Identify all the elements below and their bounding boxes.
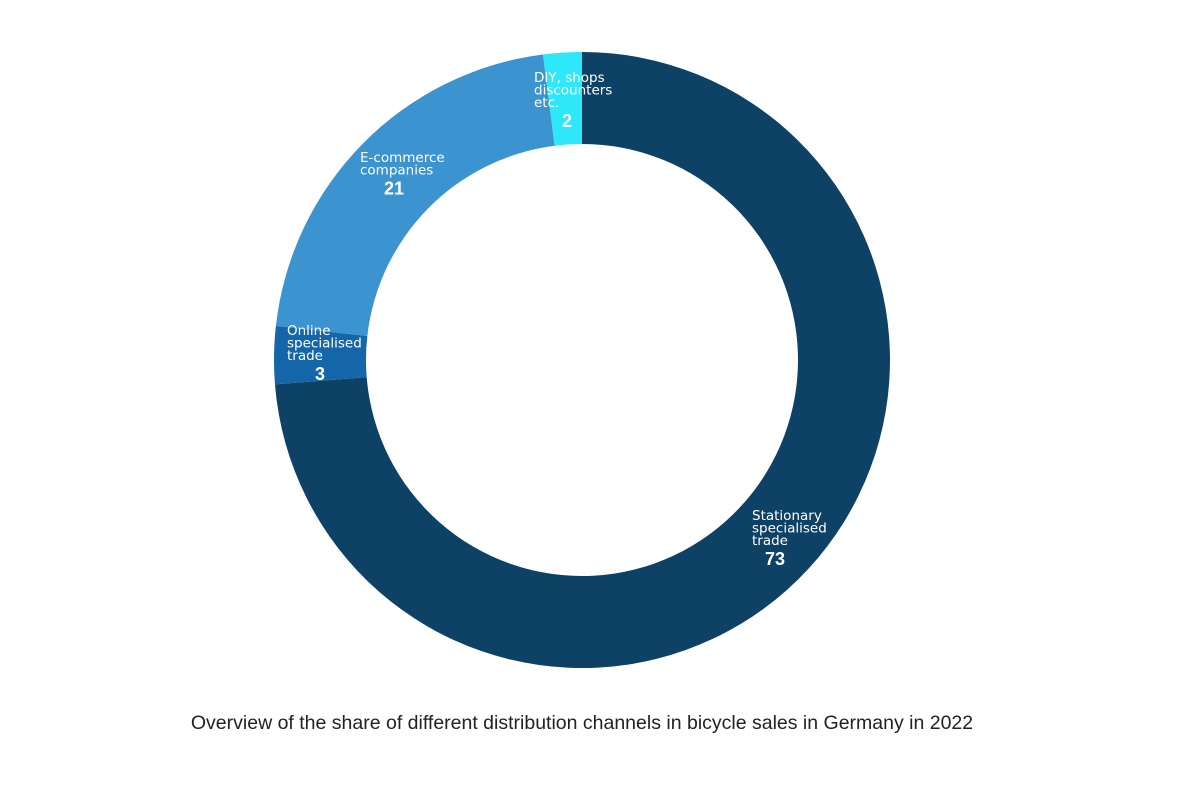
donut-slice xyxy=(275,54,555,337)
slice-value: 2 xyxy=(562,111,572,131)
slice-value: 3 xyxy=(315,364,325,384)
slice-label: E-commerce companies xyxy=(360,150,445,179)
donut-slice xyxy=(274,52,890,668)
donut-slice xyxy=(543,52,582,146)
slice-value: 73 xyxy=(765,549,785,569)
slice-label: Stationary specialised trade xyxy=(752,508,827,549)
slice-value: 21 xyxy=(384,179,404,199)
slice-label: DIY, shops discounters etc. xyxy=(534,70,612,111)
donut-slice xyxy=(273,325,368,385)
chart-title: Overview of the share of different distr… xyxy=(190,712,974,734)
slice-label: Online specialised trade xyxy=(287,323,362,364)
donut-slices xyxy=(273,52,890,668)
